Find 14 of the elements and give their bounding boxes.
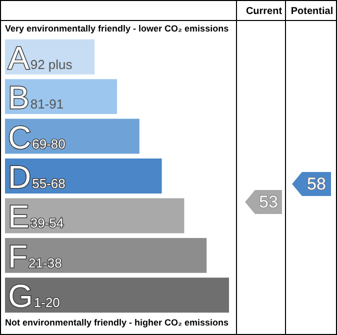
text: 53 [259,192,278,212]
y-tick-label: E39-54 [8,198,64,235]
bar [5,238,207,273]
text: Current [246,6,283,17]
y-tick-label: A92 plus [8,40,73,76]
bar [5,278,229,313]
y-tick-label: C69-80 [8,119,66,156]
x-axis-title: Not environmentally friendly - higher CO₂ emissions [5,317,229,328]
text: Potential [290,6,334,17]
y-tick-label: D55-68 [8,159,66,195]
y-tick-label: B81-91 [8,80,64,116]
chart-title: Very environmentally friendly - lower CO₂ emissions [5,23,229,34]
text: 58 [307,174,326,194]
bar [5,198,184,234]
